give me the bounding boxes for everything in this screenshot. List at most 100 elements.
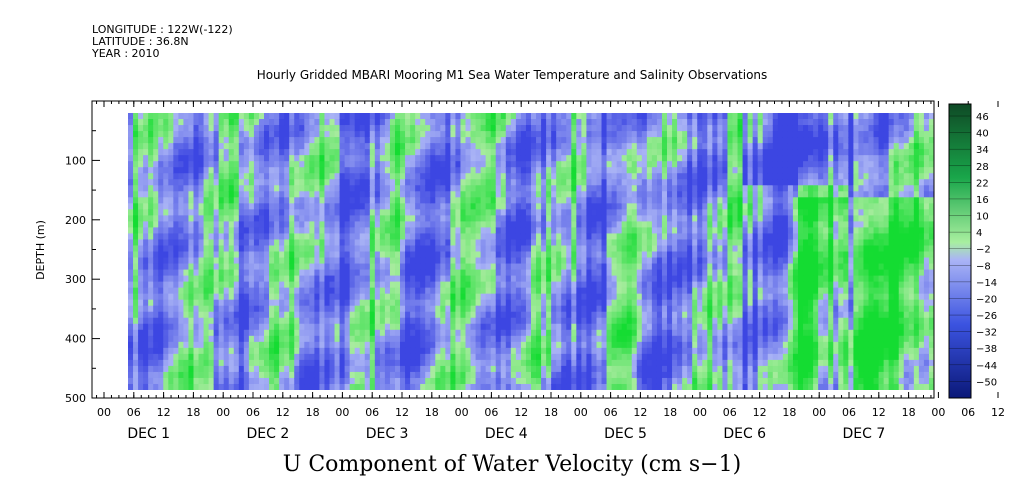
field-cell bbox=[505, 317, 512, 325]
field-cell bbox=[425, 149, 431, 156]
field-cell bbox=[274, 347, 280, 355]
field-cell bbox=[309, 293, 315, 301]
field-cell bbox=[133, 383, 139, 390]
field-cell bbox=[596, 365, 603, 373]
field-cell bbox=[359, 179, 366, 186]
field-cell bbox=[253, 377, 260, 385]
field-cell bbox=[661, 383, 668, 390]
field-cell bbox=[168, 365, 174, 373]
field-cell bbox=[667, 143, 673, 150]
field-cell bbox=[294, 323, 300, 331]
field-cell bbox=[445, 287, 451, 295]
field-cell bbox=[269, 377, 275, 385]
field-cell bbox=[571, 143, 577, 150]
field-cell bbox=[636, 341, 643, 349]
field-cell bbox=[601, 269, 608, 277]
field-cell bbox=[264, 239, 270, 247]
field-cell bbox=[248, 353, 255, 361]
field-cell bbox=[525, 341, 532, 349]
field-cell bbox=[168, 311, 174, 319]
field-cell bbox=[621, 365, 628, 373]
field-cell bbox=[460, 287, 467, 295]
field-cell bbox=[153, 137, 159, 144]
field-cell bbox=[148, 209, 154, 216]
field-cell bbox=[304, 377, 310, 385]
field-cell bbox=[656, 125, 663, 132]
field-cell bbox=[203, 311, 210, 319]
field-cell bbox=[158, 209, 164, 216]
field-cell bbox=[379, 113, 386, 120]
field-cell bbox=[410, 209, 416, 216]
field-cell bbox=[284, 353, 290, 361]
field-cell bbox=[425, 191, 431, 198]
field-cell bbox=[455, 179, 462, 186]
field-cell bbox=[551, 317, 557, 325]
field-cell bbox=[556, 341, 562, 349]
field-cell bbox=[163, 311, 169, 319]
field-cell bbox=[631, 185, 638, 192]
field-cell bbox=[520, 173, 527, 180]
field-cell bbox=[460, 149, 467, 156]
field-cell bbox=[616, 293, 623, 301]
field-cell bbox=[354, 317, 361, 325]
field-cell bbox=[536, 167, 542, 174]
field-cell bbox=[203, 239, 210, 247]
field-cell bbox=[294, 203, 300, 210]
field-cell bbox=[349, 371, 356, 379]
field-cell bbox=[415, 191, 421, 198]
field-cell bbox=[284, 131, 290, 138]
field-cell bbox=[626, 329, 633, 337]
field-cell bbox=[369, 263, 376, 271]
field-cell bbox=[193, 149, 200, 156]
field-cell bbox=[485, 119, 492, 126]
field-cell bbox=[656, 365, 663, 373]
field-cell bbox=[158, 353, 164, 361]
field-cell bbox=[228, 239, 235, 247]
field-cell bbox=[576, 371, 582, 379]
field-cell bbox=[520, 239, 527, 247]
field-cell bbox=[289, 305, 295, 313]
field-cell bbox=[223, 377, 230, 385]
field-cell bbox=[505, 227, 512, 235]
field-cell bbox=[344, 125, 351, 132]
field-cell bbox=[576, 125, 582, 132]
field-cell bbox=[173, 263, 179, 271]
field-cell bbox=[672, 149, 678, 156]
field-cell bbox=[581, 257, 588, 265]
field-cell bbox=[339, 359, 346, 367]
field-cell bbox=[475, 323, 482, 331]
field-cell bbox=[334, 287, 341, 295]
field-cell bbox=[430, 161, 436, 168]
field-cell bbox=[349, 269, 356, 277]
field-cell bbox=[329, 137, 336, 144]
field-cell bbox=[470, 137, 477, 144]
field-cell bbox=[661, 377, 668, 385]
field-cell bbox=[546, 317, 552, 325]
field-cell bbox=[445, 233, 451, 241]
field-cell bbox=[410, 377, 416, 385]
field-cell bbox=[445, 341, 451, 349]
field-cell bbox=[611, 305, 618, 313]
field-cell bbox=[425, 131, 431, 138]
field-cell bbox=[581, 203, 588, 210]
field-cell bbox=[213, 335, 220, 343]
field-cell bbox=[374, 203, 381, 210]
field-cell bbox=[480, 251, 487, 259]
field-cell bbox=[455, 125, 462, 132]
field-cell bbox=[611, 155, 618, 162]
field-cell bbox=[258, 293, 265, 301]
chart-title: Hourly Gridded MBARI Mooring M1 Sea Wate… bbox=[256, 68, 768, 82]
field-cell bbox=[374, 185, 381, 192]
field-cell bbox=[531, 287, 537, 295]
field-cell bbox=[430, 245, 436, 253]
field-cell bbox=[294, 311, 300, 319]
field-cell bbox=[389, 227, 396, 235]
field-cell bbox=[218, 383, 225, 390]
field-cell bbox=[510, 125, 517, 132]
field-cell bbox=[566, 239, 572, 247]
field-cell bbox=[354, 161, 361, 168]
field-cell bbox=[616, 335, 623, 343]
field-cell bbox=[143, 359, 149, 367]
field-cell bbox=[616, 359, 623, 367]
field-cell bbox=[218, 341, 225, 349]
